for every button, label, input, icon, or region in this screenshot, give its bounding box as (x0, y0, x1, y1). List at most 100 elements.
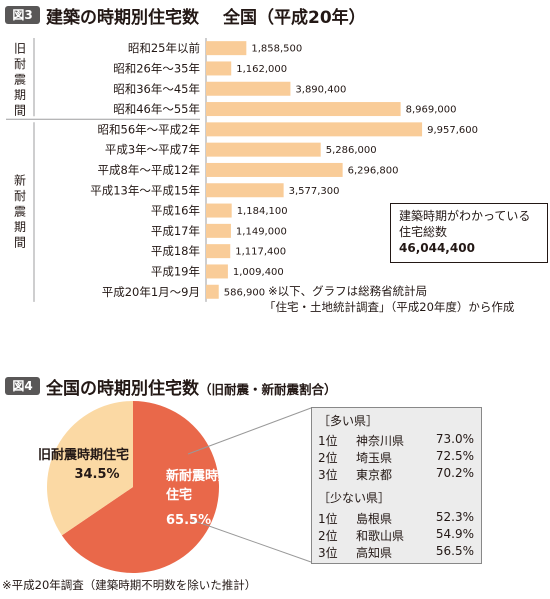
value-label: 586,900 (224, 287, 265, 298)
bar (206, 244, 231, 259)
category-label: 昭和26年〜35年 (113, 61, 200, 75)
value-label: 6,296,800 (348, 165, 399, 176)
prefecture: 島根県 (356, 512, 393, 526)
new-seismic-group-char: 震 (14, 205, 26, 219)
category-label: 平成20年1月〜9月 (102, 285, 200, 299)
value-label: 1,149,000 (236, 226, 287, 237)
value-label: 1,858,500 (251, 44, 302, 55)
prefecture: 東京都 (356, 468, 393, 482)
value-label: 1,009,400 (233, 267, 284, 278)
source-note: ※以下、グラフは総務省統計局 「住宅・土地統計調査」（平成20年度）から作成 (264, 283, 514, 315)
pie-slices (47, 401, 220, 573)
value-label: 3,577,300 (289, 186, 340, 197)
new-seismic-group-char: 耐 (14, 189, 26, 203)
rank: 3位 (318, 468, 338, 482)
category-label: 平成18年 (151, 244, 200, 258)
figure3-subtitle: 全国（平成20年） (223, 8, 366, 28)
figure4-title: 全国の時期別住宅数（旧耐震・新耐震割合） (46, 374, 337, 399)
percentage: 72.5% (435, 449, 474, 463)
figure4-subtitle: （旧耐震・新耐震割合） (199, 382, 337, 397)
new-slice-label-line1: 新耐震時期 (166, 468, 231, 484)
category-label: 平成8年〜平成12年 (98, 163, 200, 177)
bar (206, 102, 401, 117)
bar (206, 41, 247, 56)
value-label: 1,184,100 (237, 206, 288, 217)
ranking-many-header: ［多い県］ (318, 414, 379, 428)
pie-slice-new-seismic (61, 401, 220, 573)
footnote: ※平成20年調査（建築時期不明数を除いた推計） (2, 578, 257, 592)
new-seismic-group-char: 新 (14, 173, 26, 188)
category-label: 平成19年 (151, 264, 200, 278)
value-label: 9,957,600 (427, 125, 478, 136)
figure4-title-text: 全国の時期別住宅数 (46, 379, 199, 399)
new-seismic-group-char: 期 (14, 220, 26, 234)
ranking-few-row: 3位 高知県 56.5% (318, 544, 474, 560)
callout-line-top (187, 407, 312, 455)
prefecture-ranking-box: ［多い県］ 1位 神奈川県 73.0% 2位 埼玉県 72.5% 3位 東京都 … (311, 407, 482, 564)
ranking-many-row: 1位 神奈川県 73.0% (318, 432, 474, 448)
bars (206, 41, 423, 299)
figure3-badge: 図3 (5, 6, 40, 24)
prefecture: 埼玉県 (356, 451, 393, 465)
seismic-ratio-pie-chart: 旧耐震時期住宅 34.5% 新耐震時期 住宅 65.5% (38, 401, 312, 573)
value-label: 1,162,000 (236, 64, 287, 75)
category-label: 平成17年 (151, 224, 200, 238)
category-label: 平成13年〜平成15年 (90, 183, 200, 197)
callout-line-bottom (191, 519, 312, 563)
category-label: 昭和56年〜平成2年 (98, 122, 200, 136)
prefecture: 神奈川県 (356, 434, 405, 448)
ranking-few-row: 2位 和歌山県 54.9% (318, 527, 474, 543)
percentage: 70.2% (435, 466, 474, 480)
new-slice-pct: 65.5% (166, 513, 211, 528)
figure3-title-text: 建築の時期別住宅数 (46, 8, 199, 28)
bar (206, 284, 219, 299)
bar (206, 203, 232, 218)
pie-slice-old-seismic (47, 401, 133, 536)
old-seismic-group-char: 旧 (14, 42, 26, 56)
old-seismic-group-char: 間 (14, 104, 26, 118)
ranking-few-header: ［少ない県］ (318, 491, 391, 505)
value-label: 3,890,400 (295, 84, 346, 95)
bar (206, 223, 231, 238)
old-seismic-group-char: 震 (14, 73, 26, 87)
percentage: 73.0% (435, 432, 474, 446)
category-label: 昭和46年〜55年 (113, 102, 200, 116)
old-seismic-group-char: 耐 (14, 57, 26, 71)
value-label: 1,117,400 (235, 247, 286, 258)
value-labels: 1,858,500 1,162,000 3,890,400 8,969,000 9,95… (224, 44, 478, 299)
rank: 2位 (318, 529, 338, 543)
prefecture: 高知県 (356, 546, 393, 560)
category-label: 平成16年 (151, 204, 200, 218)
rank: 3位 (318, 546, 338, 560)
figure3-title: 建築の時期別住宅数 全国（平成20年） (46, 3, 366, 28)
bar (206, 162, 343, 177)
prefecture: 和歌山県 (356, 529, 405, 543)
bar (206, 122, 423, 137)
value-label: 8,969,000 (406, 105, 457, 116)
new-seismic-group-char: 間 (14, 236, 26, 250)
source-note-line1: ※以下、グラフは総務省統計局 (268, 284, 428, 298)
ranking-many-row: 2位 埼玉県 72.5% (318, 449, 474, 465)
bar (206, 264, 228, 279)
category-label: 平成3年〜平成7年 (105, 143, 200, 157)
percentage: 52.3% (435, 510, 474, 524)
bar (206, 183, 284, 198)
bar (206, 142, 321, 157)
new-slice-label-line2: 住宅 (166, 487, 192, 503)
total-box-line1: 建築時期がわかっている (399, 209, 531, 223)
percentage: 54.9% (435, 527, 474, 541)
total-box-line2: 住宅総数 (399, 225, 448, 239)
ranking-many-row: 3位 東京都 70.2% (318, 466, 474, 482)
bar (206, 61, 232, 76)
category-label: 昭和36年〜45年 (113, 82, 200, 96)
rank: 1位 (318, 434, 338, 448)
category-label: 昭和25年以前 (128, 41, 200, 55)
old-slice-pct: 34.5% (74, 467, 119, 482)
rank: 2位 (318, 451, 338, 465)
pie-labels: 旧耐震時期住宅 34.5% 新耐震時期 住宅 65.5% (38, 447, 231, 528)
total-houses-box: 建築時期がわかっている 住宅総数 46,044,400 (390, 203, 548, 263)
bar (206, 81, 291, 96)
ranking-few-row: 1位 島根県 52.3% (318, 510, 474, 526)
